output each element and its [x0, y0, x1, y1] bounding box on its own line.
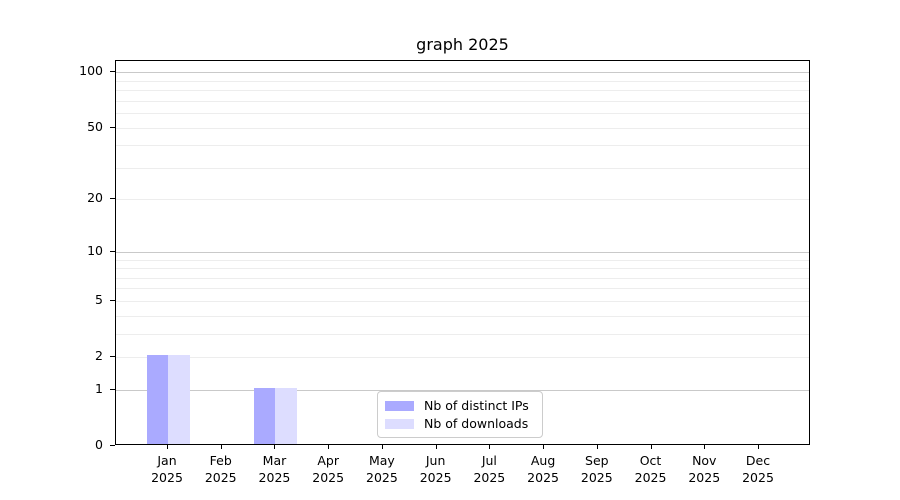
x-tick-label: Aug 2025 [527, 453, 559, 485]
x-tick-label: Sep 2025 [580, 453, 613, 485]
legend-swatch-distinct-ips-icon [385, 400, 414, 411]
major-gridline [116, 251, 809, 253]
x-tick-label: Jan 2025 [151, 453, 183, 485]
y-tick [110, 126, 115, 128]
x-tick [543, 445, 545, 449]
x-tick [489, 445, 491, 449]
y-tick [110, 250, 115, 252]
legend: Nb of distinct IPs Nb of downloads [377, 391, 543, 438]
x-tick-label: May 2025 [366, 453, 398, 485]
x-tick-label: Feb 2025 [204, 453, 237, 485]
x-tick-label: Jun 2025 [419, 453, 452, 485]
y-tick-label: 20 [87, 190, 103, 206]
y-tick-label: 0 [95, 437, 103, 452]
x-tick [596, 445, 598, 449]
minor-gridline [116, 127, 809, 129]
legend-item-downloads: Nb of downloads [385, 416, 542, 431]
x-tick [650, 445, 652, 449]
minor-gridline [116, 100, 809, 102]
x-tick-label: Mar 2025 [258, 453, 291, 485]
minor-gridline [116, 199, 809, 201]
y-tick [110, 356, 115, 358]
minor-gridline [116, 288, 809, 290]
x-tick-label: Apr 2025 [312, 453, 345, 485]
x-tick [220, 445, 222, 449]
minor-gridline [116, 333, 809, 335]
y-tick [110, 299, 115, 301]
minor-gridline [116, 80, 809, 82]
minor-gridline [116, 167, 809, 169]
y-tick-label: 10 [87, 242, 103, 258]
legend-label-distinct-ips: Nb of distinct IPs [424, 398, 529, 413]
minor-gridline [116, 259, 809, 261]
x-tick [167, 445, 168, 449]
y-tick [110, 388, 115, 390]
minor-gridline [116, 277, 809, 279]
major-gridline [116, 72, 809, 74]
x-tick [758, 445, 759, 449]
y-tick [110, 71, 115, 73]
x-tick [274, 445, 276, 449]
bar-distinct-ips [146, 355, 168, 444]
x-tick-label: Dec 2025 [742, 453, 774, 485]
minor-gridline [116, 300, 809, 302]
y-tick-label: 50 [87, 118, 103, 134]
x-tick [704, 445, 706, 449]
y-tick-label: 100 [79, 63, 103, 79]
bar-downloads [168, 355, 190, 444]
legend-item-distinct-ips: Nb of distinct IPs [385, 398, 542, 413]
bar-distinct-ips [253, 387, 276, 444]
x-tick [328, 445, 330, 449]
y-tick [110, 445, 115, 446]
x-tick [435, 445, 437, 449]
x-tick-label: Oct 2025 [634, 453, 667, 485]
minor-gridline [116, 113, 809, 115]
x-tick-label: Jul 2025 [473, 453, 506, 485]
bar-downloads [275, 387, 297, 444]
x-tick-label: Nov 2025 [688, 453, 721, 485]
x-tick [381, 445, 383, 449]
y-tick [110, 198, 115, 200]
minor-gridline [116, 145, 809, 147]
y-tick-label: 1 [95, 380, 103, 396]
minor-gridline [116, 315, 809, 317]
y-tick-label: 5 [95, 291, 103, 307]
minor-gridline [116, 268, 809, 270]
legend-swatch-downloads-icon [385, 418, 414, 429]
chart-title: graph 2025 [416, 35, 509, 54]
y-tick-label: 2 [95, 348, 103, 364]
minor-gridline [116, 90, 809, 92]
minor-gridline [116, 357, 809, 359]
major-gridline [116, 389, 809, 391]
legend-label-downloads: Nb of downloads [424, 416, 529, 431]
plot-area [115, 60, 810, 445]
